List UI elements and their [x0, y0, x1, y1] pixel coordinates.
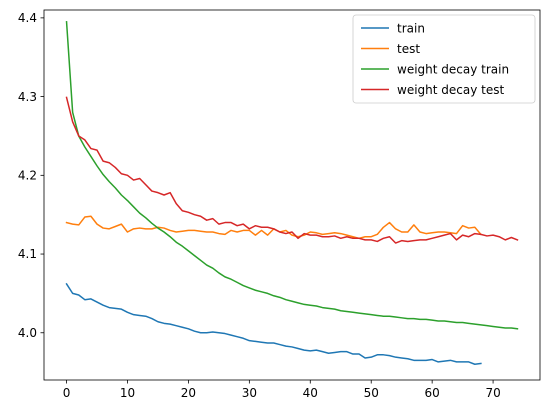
- y-tick-label-4: 4.4: [18, 11, 37, 25]
- plot-area-frame: [43, 9, 541, 381]
- x-tick-label-1: 10: [120, 386, 135, 400]
- y-tick-label-3: 4.3: [18, 90, 37, 104]
- legend-label-3: weight decay test: [397, 83, 504, 97]
- x-tick-label-7: 70: [485, 386, 500, 400]
- y-tick-label-1: 4.1: [18, 247, 37, 261]
- x-tick-label-2: 20: [181, 386, 196, 400]
- legend-label-2: weight decay train: [397, 62, 509, 76]
- legend-box: [352, 14, 536, 104]
- series-line-1: [65, 215, 482, 240]
- plot-lines: [65, 21, 519, 366]
- y-axis: 4.0 4.1 4.2 4.3 4.4: [18, 11, 44, 340]
- x-tick-label-6: 60: [425, 386, 440, 400]
- legend-label-1: test: [397, 42, 420, 56]
- series-line-2: [65, 21, 519, 330]
- x-tick-label-3: 30: [242, 386, 257, 400]
- y-tick-label-2: 4.2: [18, 169, 37, 183]
- series-line-3: [65, 96, 519, 244]
- x-tick-label-5: 50: [364, 386, 379, 400]
- x-tick-label-4: 40: [303, 386, 318, 400]
- legend: train test weight decay train weight decay …: [352, 14, 536, 104]
- series-line-0: [65, 282, 482, 366]
- x-axis: 0 10 20 30 40 50 60 70: [63, 380, 501, 400]
- x-tick-label-0: 0: [63, 386, 71, 400]
- legend-label-0: train: [397, 21, 425, 35]
- y-tick-label-0: 4.0: [18, 326, 37, 340]
